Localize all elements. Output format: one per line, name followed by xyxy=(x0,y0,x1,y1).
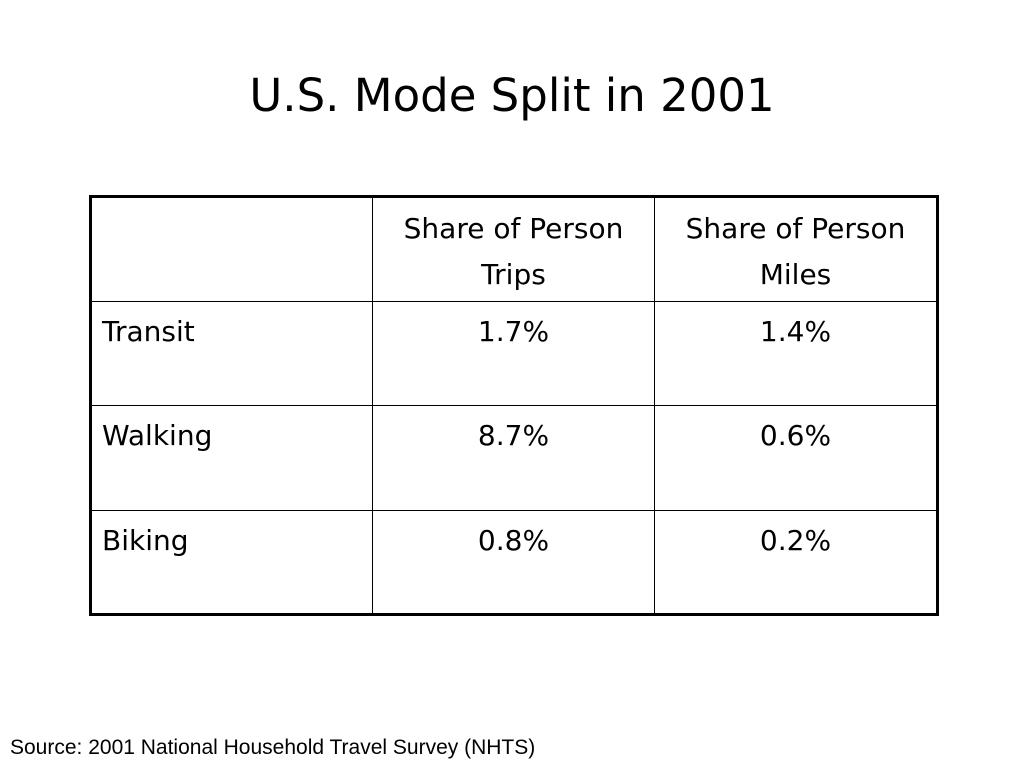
mode-split-table-container: Share of Person Trips Share of Person Mi… xyxy=(89,195,939,616)
header-share-of-miles: Share of Person Miles xyxy=(654,195,938,303)
walking-miles-share: 0.6% xyxy=(654,405,938,511)
table-row-transit: Transit 1.7% 1.4% xyxy=(90,301,938,407)
mode-label-biking: Biking xyxy=(90,509,373,616)
transit-trips-share: 1.7% xyxy=(372,301,655,407)
table-row-biking: Biking 0.8% 0.2% xyxy=(90,509,938,616)
table-header-row: Share of Person Trips Share of Person Mi… xyxy=(90,195,938,303)
transit-miles-share: 1.4% xyxy=(654,301,938,407)
header-corner-cell xyxy=(90,195,373,303)
header-trips-line1: Share of Person xyxy=(403,212,624,245)
header-share-of-trips: Share of Person Trips xyxy=(372,195,655,303)
header-trips-line2: Trips xyxy=(481,258,546,291)
walking-trips-share: 8.7% xyxy=(372,405,655,511)
mode-split-table: Share of Person Trips Share of Person Mi… xyxy=(89,195,939,616)
header-miles-line1: Share of Person xyxy=(685,212,906,245)
source-note: Source: 2001 National Household Travel S… xyxy=(10,736,536,759)
biking-trips-share: 0.8% xyxy=(372,509,655,616)
table-row-walking: Walking 8.7% 0.6% xyxy=(90,405,938,511)
mode-label-transit: Transit xyxy=(90,301,373,407)
mode-label-walking: Walking xyxy=(90,405,373,511)
header-miles-line2: Miles xyxy=(759,258,832,291)
slide-title: U.S. Mode Split in 2001 xyxy=(249,69,775,122)
biking-miles-share: 0.2% xyxy=(654,509,938,616)
